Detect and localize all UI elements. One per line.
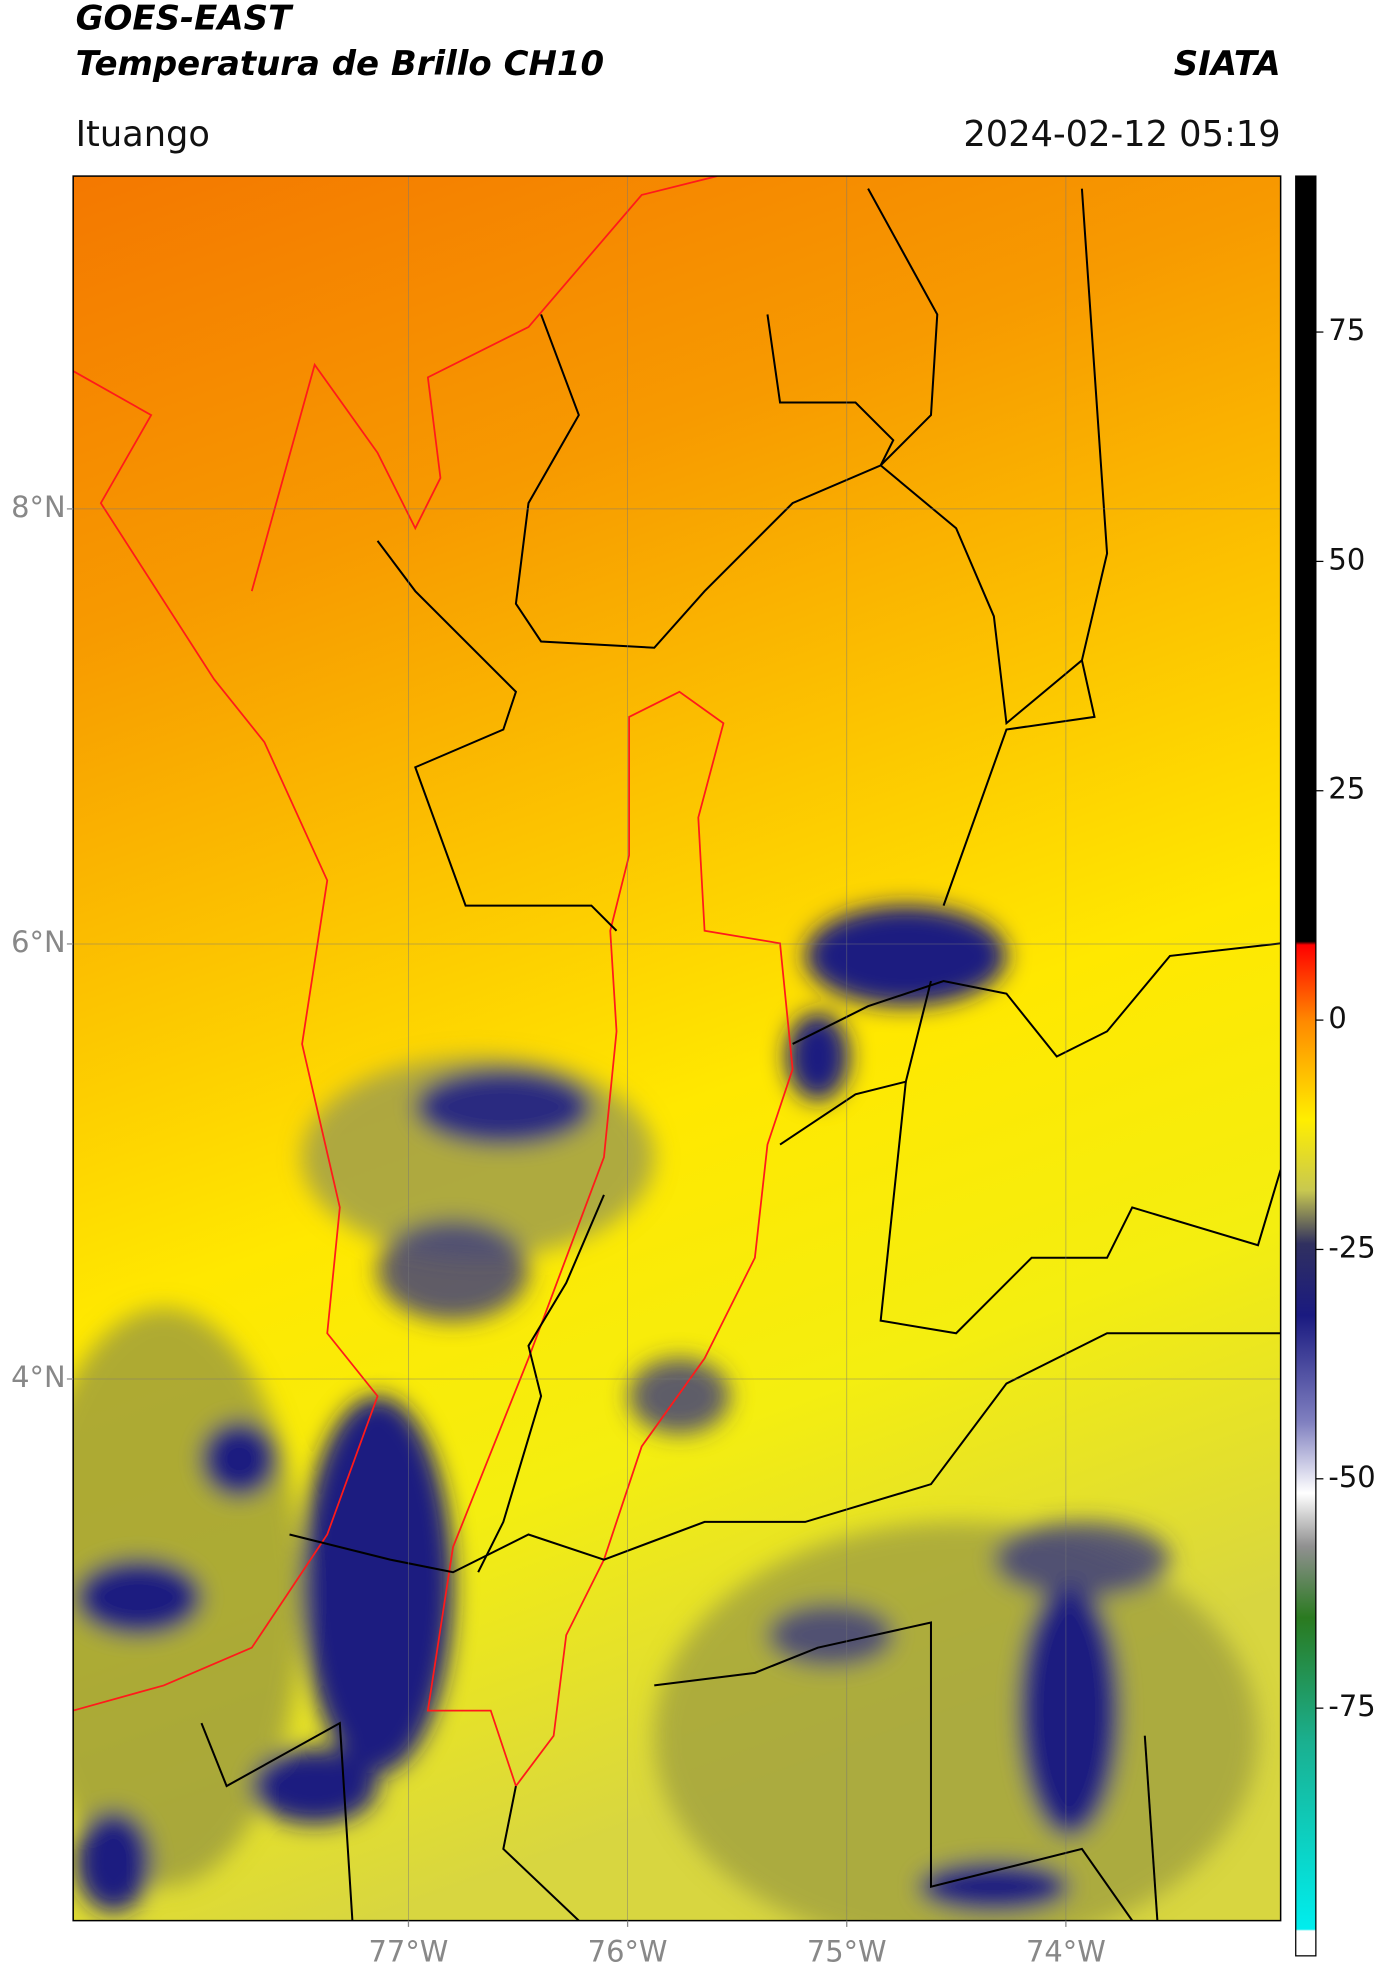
colorbar-label: -50 bbox=[1328, 1460, 1375, 1494]
subtitle: Temperatura de Brillo CH10 bbox=[76, 44, 604, 84]
colorbar-label: 0 bbox=[1328, 1001, 1346, 1035]
lon-label: 77°W bbox=[369, 1934, 449, 1968]
colorbar-label: 75 bbox=[1328, 313, 1365, 347]
colorbar-label: 50 bbox=[1328, 542, 1365, 576]
map-frame bbox=[72, 175, 1282, 1922]
colorbar-label: 25 bbox=[1328, 772, 1365, 806]
lat-label: 8°N bbox=[11, 490, 65, 524]
lon-label: 76°W bbox=[588, 1934, 668, 1968]
title: GOES-EAST bbox=[76, 0, 294, 39]
lon-label: 75°W bbox=[807, 1934, 887, 1968]
cloud-field bbox=[73, 905, 1258, 1921]
colorbar bbox=[1295, 175, 1317, 1957]
datetime: 2024-02-12 05:19 bbox=[963, 114, 1280, 155]
lon-label: 74°W bbox=[1026, 1934, 1106, 1968]
grid bbox=[73, 176, 1281, 1921]
colorbar-label: -75 bbox=[1328, 1689, 1375, 1723]
source: SIATA bbox=[1174, 44, 1281, 84]
lat-label: 4°N bbox=[11, 1360, 65, 1394]
colorbar-label: -25 bbox=[1328, 1230, 1375, 1264]
region: Ituango bbox=[76, 114, 210, 155]
lat-label: 6°N bbox=[11, 925, 65, 959]
map-field bbox=[73, 176, 1281, 1921]
